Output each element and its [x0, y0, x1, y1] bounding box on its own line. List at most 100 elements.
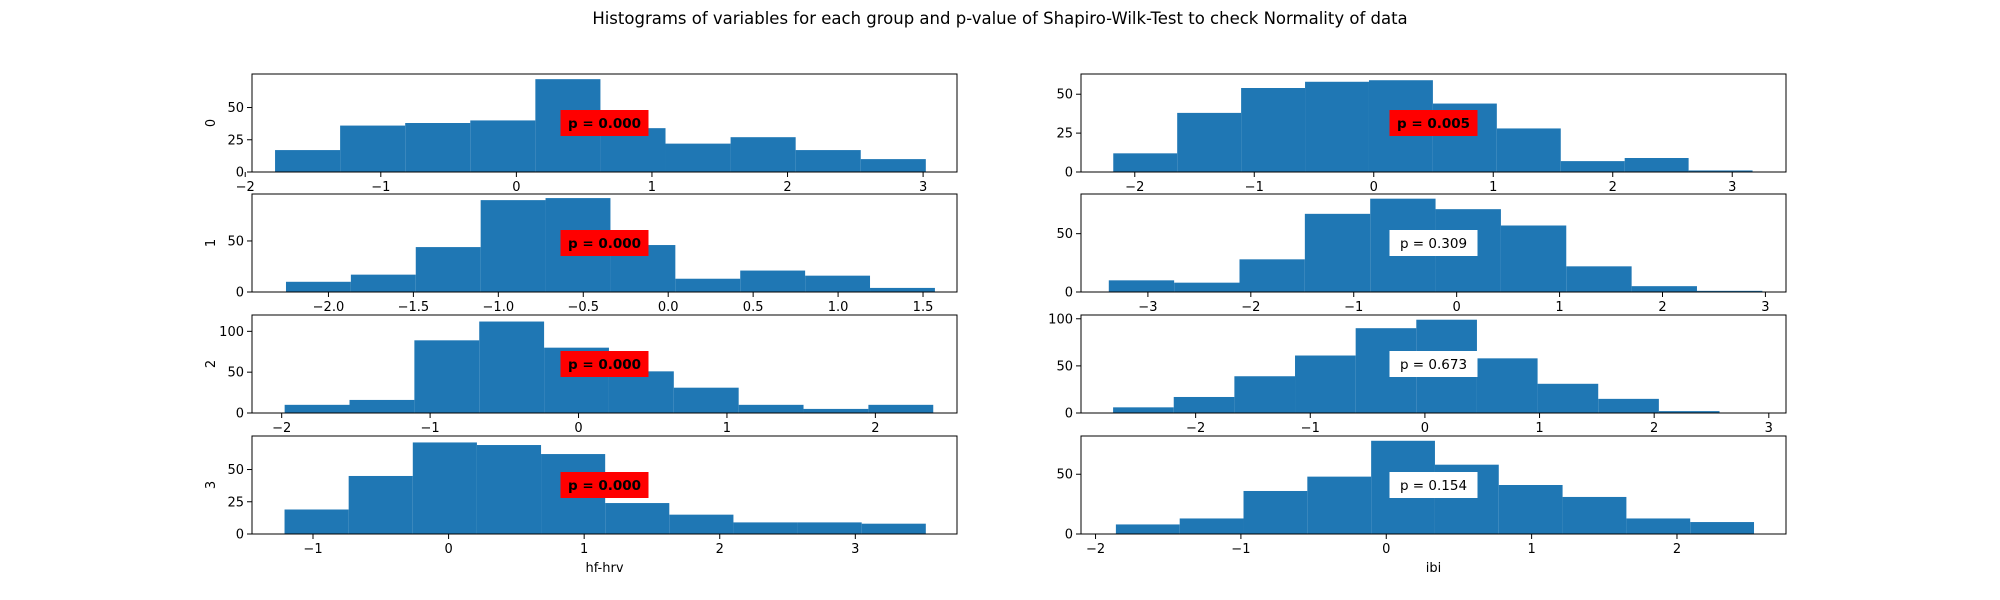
y-tick: 0: [236, 166, 252, 181]
histogram-bar: [470, 120, 536, 172]
histogram-bar: [1498, 485, 1563, 534]
axes-frame: [1080, 73, 1787, 173]
y-tick-label: 50: [227, 463, 244, 478]
histogram-bar: [285, 281, 351, 292]
y-tick: 50: [227, 234, 252, 249]
y-tick: 50: [1056, 468, 1081, 483]
histogram-bar: [1307, 476, 1372, 534]
histogram-bar: [479, 321, 545, 413]
x-tick-label: −1: [1344, 300, 1363, 315]
x-tick: −2: [1086, 534, 1105, 557]
y-tick-label: 50: [227, 366, 244, 381]
x-tick-label: 0: [512, 180, 520, 195]
x-tick: −2: [1241, 292, 1260, 315]
x-tick: −1: [1301, 413, 1320, 436]
histogram-2-1: −2 −1 0 1 2 3 0 50 100 p = 0.673: [1048, 312, 1787, 436]
x-tick-label: 0: [574, 421, 582, 436]
histogram-bar: [803, 408, 869, 413]
x-tick: 2: [783, 172, 792, 195]
y-tick-label: 0: [1065, 407, 1073, 422]
x-tick-label: 0: [1370, 180, 1378, 195]
x-tick-label: −1: [371, 180, 390, 195]
p-value-box: [560, 351, 649, 377]
x-tick-label: −2: [1125, 180, 1144, 195]
histogram-bar: [795, 150, 861, 172]
p-value-box: [1389, 230, 1478, 256]
p-value-label: p = 0.005: [1397, 116, 1470, 132]
histogram-bar: [673, 387, 739, 413]
x-tick-label: 2: [1673, 542, 1681, 557]
y-tick-label: 50: [1056, 88, 1073, 103]
x-tick-label: −2: [1086, 542, 1105, 557]
histogram-bar: [1631, 286, 1697, 292]
x-tick-label: −0.5: [567, 300, 599, 315]
y-tick: 0: [236, 286, 252, 301]
x-tick-label: 0: [1382, 542, 1390, 557]
y-tick-label: 50: [227, 101, 244, 116]
y-tick: 50: [1056, 227, 1081, 242]
axes-frame: [251, 314, 958, 414]
p-value-label: p = 0.000: [568, 478, 641, 494]
x-tick-label: 2: [716, 542, 724, 557]
p-value-label: p = 0.000: [568, 357, 641, 373]
p-value-box: [1389, 110, 1478, 136]
x-tick: −1.0: [483, 292, 515, 315]
x-tick: 1: [648, 172, 656, 195]
x-tick: 2: [716, 534, 724, 557]
histogram-bar: [665, 143, 731, 172]
histogram-bar: [1304, 213, 1371, 292]
histogram-bar: [1562, 496, 1627, 534]
histogram-bar: [1243, 490, 1308, 534]
histogram-1-0: −2.0 −1.5 −1.0 −0.5 0.0 0.5 1.0 1.5 0 50 1 p = 0.00…: [204, 193, 958, 315]
histogram-bar: [1234, 376, 1296, 413]
histogram-bar: [340, 125, 406, 172]
x-tick: −1.5: [398, 292, 429, 315]
x-tick-label: 1: [1527, 542, 1535, 557]
y-tick: 0: [236, 407, 252, 422]
histogram-bar: [1305, 81, 1369, 172]
x-tick-label: −1.0: [483, 300, 515, 315]
y-axis-label: 0: [204, 119, 219, 127]
x-tick-label: 1.0: [828, 300, 849, 315]
y-tick: 50: [1056, 359, 1081, 374]
x-tick: 1.0: [828, 292, 849, 315]
x-tick: −0.5: [567, 292, 599, 315]
axes-frame: [251, 435, 958, 535]
histogram-bar: [870, 287, 935, 292]
x-tick: −3: [1138, 292, 1157, 315]
histogram-3-0: −1 0 1 2 3 0 25 50 3 hf-hrv p = 0.000: [204, 435, 958, 576]
histogram-bar: [738, 404, 804, 413]
x-tick-label: −3: [1138, 300, 1157, 315]
x-tick-label: 1: [1555, 300, 1563, 315]
y-tick: 25: [227, 133, 252, 148]
histogram-bar: [1560, 161, 1625, 172]
x-tick: 1: [1527, 534, 1536, 557]
x-tick-label: 1.5: [913, 300, 934, 315]
x-tick-label: −1: [421, 421, 440, 436]
y-tick: 0: [1065, 166, 1081, 181]
x-tick: 2: [1609, 172, 1617, 195]
histogram-bar: [1688, 170, 1753, 172]
x-tick: −1: [421, 413, 440, 436]
x-tick-label: −2.0: [313, 300, 345, 315]
histogram-bar: [730, 137, 796, 172]
histogram-bar: [1177, 112, 1242, 172]
histogram-bar: [349, 399, 415, 413]
y-tick-label: 25: [1056, 127, 1073, 142]
x-tick-label: 3: [1728, 180, 1736, 195]
x-tick: −2: [1186, 413, 1205, 436]
y-tick-label: 25: [227, 495, 244, 510]
y-tick-label: 0: [1065, 166, 1073, 181]
histogram-bar: [608, 371, 674, 413]
y-tick-label: 50: [1056, 359, 1073, 374]
x-tick: 0: [444, 534, 453, 557]
y-tick-label: 100: [1048, 312, 1073, 327]
x-tick-label: −2: [236, 180, 255, 195]
x-tick: 0: [512, 172, 521, 195]
x-tick: 3: [919, 172, 927, 195]
x-tick-label: 2: [1650, 421, 1658, 436]
x-tick-label: −2: [272, 421, 291, 436]
x-tick-label: 1: [1535, 421, 1543, 436]
axes-frame: [1080, 435, 1787, 535]
